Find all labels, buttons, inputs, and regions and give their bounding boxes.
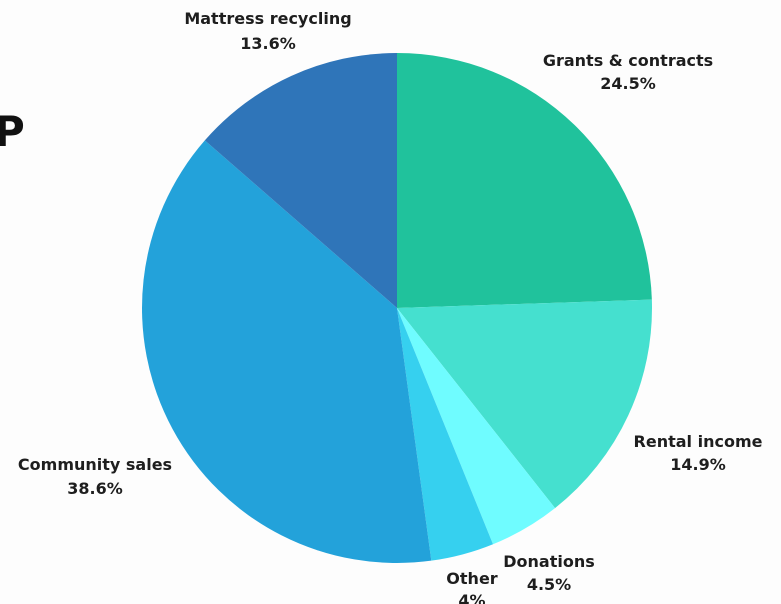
slice-label-rental-income: Rental income	[634, 432, 763, 451]
slice-label-grants-and-contracts: Grants & contracts	[543, 51, 713, 70]
chart-title-fragment: P	[0, 107, 25, 156]
pie-slice-community-sales	[142, 140, 432, 563]
slice-label-donations: Donations	[503, 552, 595, 571]
slice-value-community-sales: 38.6%	[67, 479, 123, 498]
slice-label-other: Other	[446, 569, 497, 588]
pie-slice-other	[397, 308, 494, 561]
pie-slice-mattress-recycling	[204, 53, 397, 308]
slice-label-mattress-recycling: Mattress recycling	[184, 9, 351, 28]
slice-value-rental-income: 14.9%	[670, 455, 726, 474]
pie-labels: Grants & contracts 24.5% Rental income 14.9…	[18, 9, 763, 604]
slice-value-other: 4%	[458, 591, 485, 604]
slice-label-community-sales: Community sales	[18, 455, 172, 474]
pie-slices	[142, 53, 652, 563]
pie-slice-rental-income	[397, 299, 652, 509]
pie-slice-grants-and-contracts	[397, 53, 652, 308]
slice-value-mattress-recycling: 13.6%	[240, 34, 296, 53]
slice-value-grants-and-contracts: 24.5%	[600, 74, 656, 93]
slice-value-donations: 4.5%	[527, 575, 571, 594]
pie-slice-donations	[397, 308, 556, 545]
